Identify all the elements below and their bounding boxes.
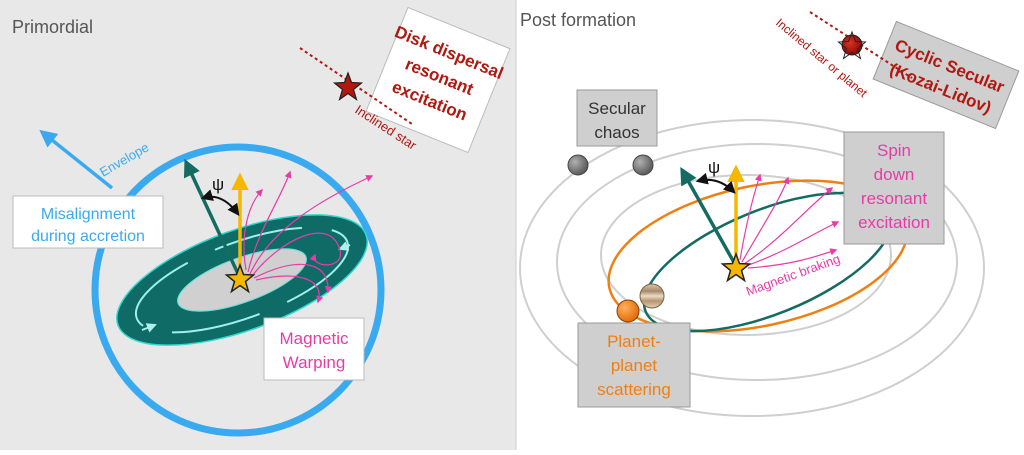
braking-field-lines: [739, 173, 840, 269]
magnetic-line2: Warping: [283, 353, 346, 372]
left-panel-title: Primordial: [12, 17, 93, 37]
planet-icon: [567, 154, 589, 176]
spin-down-line3: resonant: [861, 189, 927, 208]
spin-down-box: [843, 131, 945, 245]
orange-planet-icon: [616, 299, 640, 323]
inclined-star-icon: [332, 71, 364, 101]
magnetic-line1: Magnetic: [280, 329, 349, 348]
envelope-arrow: [39, 129, 114, 190]
spin-down-line2: down: [874, 165, 915, 184]
psi-symbol-right: ψ: [708, 158, 720, 177]
central-star-icon: [720, 251, 752, 283]
disk-flow-arrow-2: [338, 241, 351, 251]
misalignment-box: [12, 195, 164, 249]
spin-down-line1: Spin: [877, 141, 911, 160]
right-panel-title: Post formation: [520, 10, 636, 30]
spin-down-line4: excitation: [858, 213, 930, 232]
jupiter-icon: [639, 283, 665, 309]
orbit-axis-arrow: [680, 166, 738, 267]
magnetic-field-lines: [243, 170, 374, 304]
planet-scattering-box: [577, 322, 691, 408]
planet-scattering-line3: scattering: [597, 380, 671, 399]
disk-flow-arrow-1: [141, 323, 157, 333]
magnetic-warping-box: [263, 317, 365, 381]
inclined-body-star-outline-icon: [837, 30, 867, 60]
envelope-ring: [91, 143, 385, 437]
planet-scattering-line1: Planet-: [607, 332, 661, 351]
misalignment-line2: during accretion: [31, 228, 145, 245]
misalignment-line1: Misalignment: [41, 206, 136, 223]
secular-chaos-line2: chaos: [594, 123, 639, 142]
disk-axis-arrow: [183, 158, 242, 279]
psi-angle-arc-right: [695, 172, 736, 194]
psi-angle-arc: [200, 189, 240, 216]
central-star-icon: [224, 262, 256, 294]
planet-icon: [632, 154, 654, 176]
secular-chaos-box: [576, 89, 658, 147]
secular-orbits: [519, 119, 985, 417]
cyclic-secular-box: Cyclic Secular (Kozai-Lidov): [872, 20, 1020, 130]
planet-scattering-line2: planet: [611, 356, 658, 375]
psi-symbol-left: ψ: [212, 175, 224, 194]
secular-chaos-line1: Secular: [588, 99, 646, 118]
